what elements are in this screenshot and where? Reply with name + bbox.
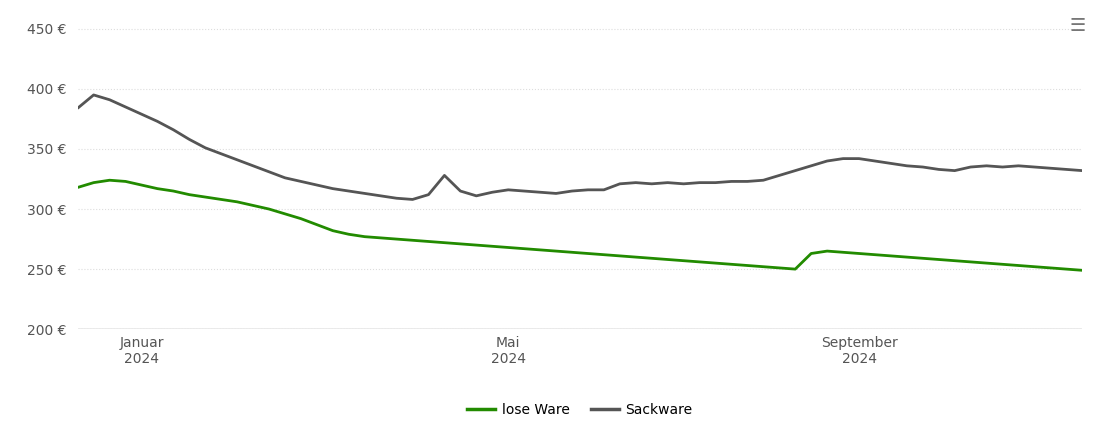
Text: ☰: ☰ [1069, 17, 1086, 35]
Legend: lose Ware, Sackware: lose Ware, Sackware [462, 397, 698, 422]
